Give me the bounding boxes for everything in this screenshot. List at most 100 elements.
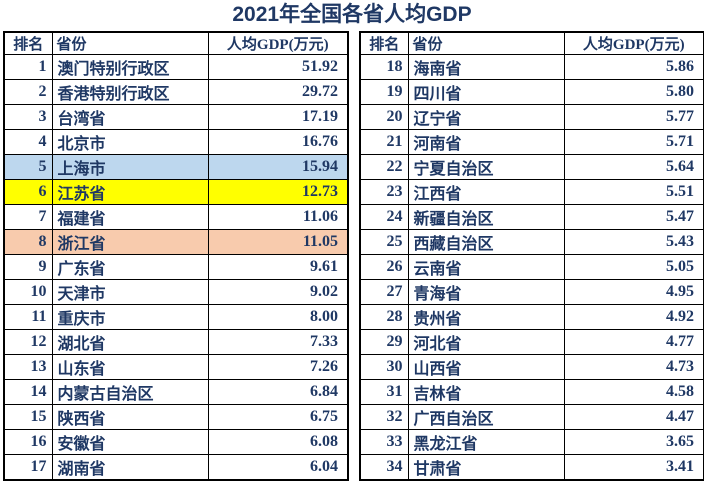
column-header-rank: 排名	[3, 31, 53, 55]
gdp-cell: 4.73	[563, 354, 704, 380]
gdp-table-right: 排名 省份 人均GDP(万元) 18 海南省 5.86 19 四川省 5.80 20 辽宁省 5.77…	[359, 31, 704, 481]
gdp-table-left: 排名 省份 人均GDP(万元) 1 澳门特别行政区 51.92 2 香港特别行政区 29.72 3…	[3, 31, 349, 481]
table-row: 7 福建省 11.06	[3, 204, 349, 230]
table-row: 2 香港特别行政区 29.72	[3, 79, 349, 105]
rank-cell: 21	[359, 129, 409, 155]
gdp-cell: 9.02	[207, 279, 349, 305]
gdp-cell: 5.77	[563, 104, 704, 130]
rank-cell: 3	[3, 104, 53, 130]
gdp-cell: 8.00	[207, 304, 349, 330]
table-row: 26 云南省 5.05	[359, 254, 704, 280]
province-cell: 广西自治区	[407, 404, 565, 430]
province-cell: 重庆市	[51, 304, 209, 330]
province-cell: 黑龙江省	[407, 429, 565, 455]
table-row: 28 贵州省 4.92	[359, 304, 704, 330]
table-row: 9 广东省 9.61	[3, 254, 349, 280]
column-header-rank: 排名	[359, 31, 409, 55]
table-row: 17 湖南省 6.04	[3, 454, 349, 481]
table-row: 13 山东省 7.26	[3, 354, 349, 380]
gdp-cell: 11.06	[207, 204, 349, 230]
gdp-cell: 5.71	[563, 129, 704, 155]
rank-cell: 17	[3, 454, 53, 481]
gdp-cell: 5.05	[563, 254, 704, 280]
rank-cell: 33	[359, 429, 409, 455]
rank-cell: 10	[3, 279, 53, 305]
column-header-gdp: 人均GDP(万元)	[563, 31, 704, 55]
gdp-cell: 5.51	[563, 179, 704, 205]
rank-cell: 20	[359, 104, 409, 130]
gdp-cell: 7.33	[207, 329, 349, 355]
page-title: 2021年全国各省人均GDP	[232, 3, 472, 26]
gdp-cell: 3.41	[563, 454, 704, 481]
rank-cell: 25	[359, 229, 409, 255]
province-cell: 辽宁省	[407, 104, 565, 130]
province-cell: 上海市	[51, 154, 209, 180]
rank-cell: 31	[359, 379, 409, 405]
rank-cell: 1	[3, 54, 53, 80]
gdp-cell: 4.77	[563, 329, 704, 355]
table-row: 6 江苏省 12.73	[3, 179, 349, 205]
province-cell: 河北省	[407, 329, 565, 355]
table-row: 14 内蒙古自治区 6.84	[3, 379, 349, 405]
province-cell: 宁夏自治区	[407, 154, 565, 180]
rank-cell: 27	[359, 279, 409, 305]
gdp-cell: 5.86	[563, 54, 704, 80]
rank-cell: 18	[359, 54, 409, 80]
table-row: 29 河北省 4.77	[359, 329, 704, 355]
rank-cell: 32	[359, 404, 409, 430]
rank-cell: 28	[359, 304, 409, 330]
gdp-cell: 4.95	[563, 279, 704, 305]
province-cell: 吉林省	[407, 379, 565, 405]
gdp-cell: 4.92	[563, 304, 704, 330]
rank-cell: 16	[3, 429, 53, 455]
table-row: 3 台湾省 17.19	[3, 104, 349, 130]
gdp-cell: 5.43	[563, 229, 704, 255]
province-cell: 云南省	[407, 254, 565, 280]
table-row: 5 上海市 15.94	[3, 154, 349, 180]
rank-cell: 19	[359, 79, 409, 105]
table-row: 15 陕西省 6.75	[3, 404, 349, 430]
rank-cell: 11	[3, 304, 53, 330]
province-cell: 安徽省	[51, 429, 209, 455]
table-row: 11 重庆市 8.00	[3, 304, 349, 330]
column-header-province: 省份	[51, 31, 209, 55]
table-row: 12 湖北省 7.33	[3, 329, 349, 355]
province-cell: 广东省	[51, 254, 209, 280]
province-cell: 江西省	[407, 179, 565, 205]
rank-cell: 6	[3, 179, 53, 205]
province-cell: 甘肃省	[407, 454, 565, 481]
header-row: 排名 省份 人均GDP(万元)	[3, 31, 349, 55]
table-row: 20 辽宁省 5.77	[359, 104, 704, 130]
rank-cell: 9	[3, 254, 53, 280]
province-cell: 陕西省	[51, 404, 209, 430]
gdp-cell: 11.05	[207, 229, 349, 255]
province-cell: 海南省	[407, 54, 565, 80]
rank-cell: 4	[3, 129, 53, 155]
province-cell: 北京市	[51, 129, 209, 155]
header-row: 排名 省份 人均GDP(万元)	[359, 31, 704, 55]
gdp-cell: 4.47	[563, 404, 704, 430]
tables-container: 排名 省份 人均GDP(万元) 1 澳门特别行政区 51.92 2 香港特别行政区 29.72 3…	[3, 31, 704, 481]
rank-cell: 23	[359, 179, 409, 205]
table-row: 8 浙江省 11.05	[3, 229, 349, 255]
gdp-cell: 29.72	[207, 79, 349, 105]
gdp-cell: 3.65	[563, 429, 704, 455]
gdp-cell: 6.84	[207, 379, 349, 405]
province-cell: 台湾省	[51, 104, 209, 130]
gdp-cell: 6.75	[207, 404, 349, 430]
rank-cell: 29	[359, 329, 409, 355]
table-row: 34 甘肃省 3.41	[359, 454, 704, 481]
rank-cell: 5	[3, 154, 53, 180]
province-cell: 福建省	[51, 204, 209, 230]
rank-cell: 26	[359, 254, 409, 280]
province-cell: 西藏自治区	[407, 229, 565, 255]
province-cell: 新疆自治区	[407, 204, 565, 230]
gdp-cell: 5.64	[563, 154, 704, 180]
rank-cell: 15	[3, 404, 53, 430]
rank-cell: 22	[359, 154, 409, 180]
rank-cell: 14	[3, 379, 53, 405]
table-row: 31 吉林省 4.58	[359, 379, 704, 405]
province-cell: 香港特别行政区	[51, 79, 209, 105]
gdp-cell: 12.73	[207, 179, 349, 205]
gdp-cell: 17.19	[207, 104, 349, 130]
